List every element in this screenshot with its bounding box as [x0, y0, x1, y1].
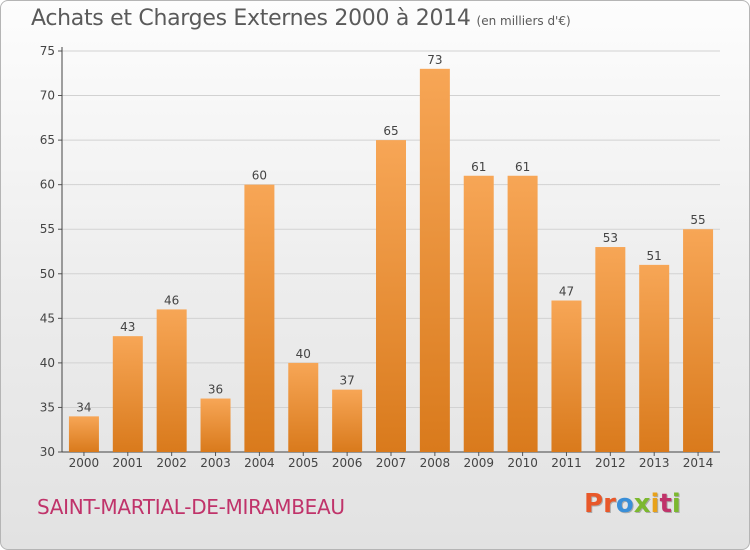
x-tick-label: 2014: [683, 456, 714, 470]
y-tick-label: 45: [40, 311, 55, 325]
bar-2010: [507, 175, 538, 452]
bar-2013: [639, 264, 670, 452]
proxiti-logo[interactable]: Proxiti: [584, 489, 681, 519]
x-tick-label: 2002: [156, 456, 187, 470]
logo-letter: t: [659, 489, 672, 519]
x-tick-label: 2008: [420, 456, 451, 470]
logo-letter: P: [584, 489, 604, 519]
bar-2012: [595, 247, 626, 452]
x-tick-label: 2010: [507, 456, 538, 470]
y-tick-label: 70: [40, 89, 55, 103]
bar-2005: [288, 362, 319, 452]
bar-2006: [332, 389, 363, 452]
x-tick-label: 2000: [69, 456, 100, 470]
x-tick-label: 2013: [639, 456, 670, 470]
x-tick-label: 2006: [332, 456, 363, 470]
labels: 2000 34 2001 43 2002 46 2003 36 2004 60 2005 40 2006…: [69, 53, 714, 470]
value-label: 40: [296, 347, 311, 361]
x-tick-label: 2003: [200, 456, 231, 470]
value-label: 73: [427, 53, 442, 67]
bar-2002: [156, 309, 187, 452]
value-label: 46: [164, 293, 179, 307]
y-tick-label: 35: [40, 400, 55, 414]
bar-2003: [200, 398, 231, 452]
y-tick-label: 30: [40, 445, 55, 459]
x-tick-label: 2001: [113, 456, 144, 470]
logo-letter: o: [615, 489, 634, 519]
x-tick-label: 2012: [595, 456, 626, 470]
value-label: 37: [339, 374, 354, 388]
y-tick-label: 65: [40, 133, 55, 147]
value-label: 47: [559, 285, 574, 299]
x-tick-label: 2005: [288, 456, 319, 470]
x-tick-label: 2004: [244, 456, 275, 470]
bar-2008: [419, 68, 450, 453]
bar-2011: [551, 300, 582, 452]
chart-unit: (en milliers d'€): [476, 14, 571, 28]
value-label: 65: [383, 124, 398, 138]
logo-letter: i: [671, 489, 681, 519]
y-tick-label: 55: [40, 222, 55, 236]
x-tick-label: 2009: [463, 456, 494, 470]
value-label: 55: [690, 213, 705, 227]
value-label: 53: [603, 231, 618, 245]
chart-title-text: Achats et Charges Externes 2000 à 2014: [31, 6, 471, 31]
y-tick-label: 75: [40, 44, 55, 58]
commune-name: SAINT-MARTIAL-DE-MIRAMBEAU: [37, 495, 345, 519]
value-label: 61: [515, 160, 530, 174]
logo-letter: i: [650, 489, 660, 519]
bars: [68, 68, 714, 453]
bar-2000: [68, 416, 99, 452]
value-label: 34: [76, 400, 91, 414]
logo-letter: r: [603, 489, 616, 519]
value-label: 51: [647, 249, 662, 263]
logo-letter: x: [633, 489, 651, 519]
bar-2007: [376, 140, 406, 452]
y-tick-label: 50: [40, 267, 55, 281]
value-label: 36: [208, 383, 223, 397]
value-label: 61: [471, 160, 486, 174]
x-tick-label: 2007: [376, 456, 407, 470]
chart-title: Achats et Charges Externes 2000 à 2014 (e…: [31, 6, 571, 31]
value-label: 60: [252, 169, 267, 183]
bar-2001: [112, 336, 143, 452]
y-tick-label: 60: [40, 178, 55, 192]
bar-2004: [244, 184, 275, 452]
value-label: 43: [120, 320, 135, 334]
bar-2009: [463, 175, 494, 452]
x-tick-label: 2011: [551, 456, 582, 470]
y-tick-label: 40: [40, 356, 55, 370]
bar-2014: [683, 229, 714, 452]
